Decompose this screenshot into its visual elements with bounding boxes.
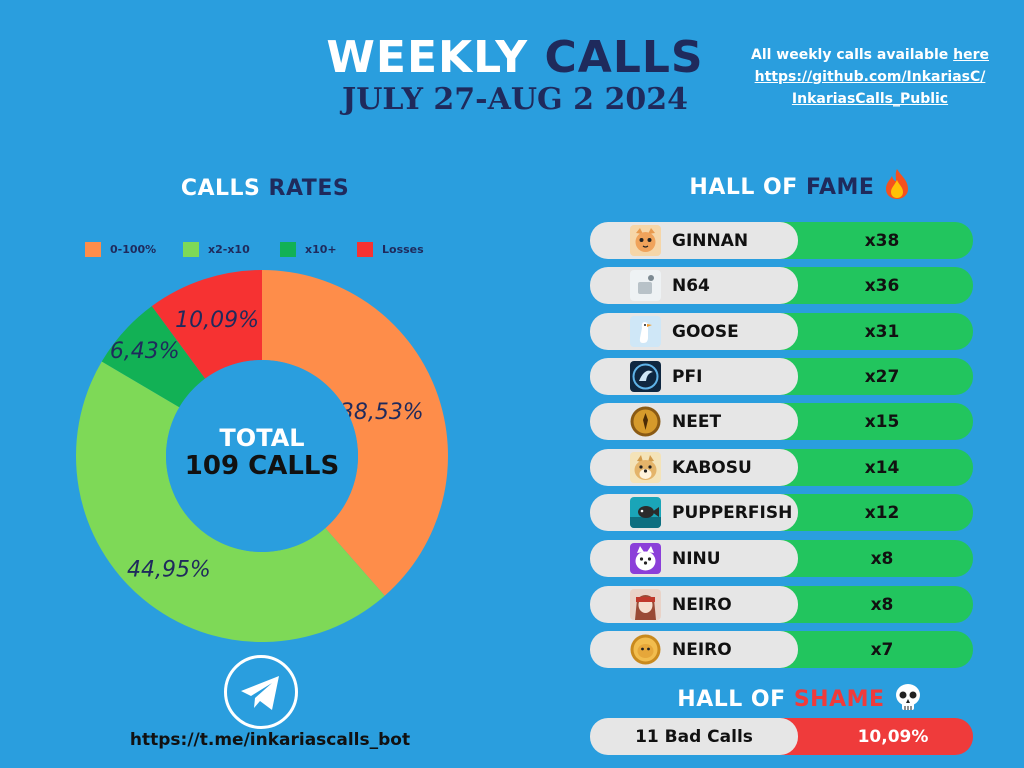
bad-calls-percent: 10,09% xyxy=(857,727,929,747)
fame-row: NEET x15 xyxy=(590,403,973,440)
fame-row: NEIRO x8 xyxy=(590,586,973,623)
donut-slice xyxy=(262,270,448,596)
center-calls-count: 109 CALLS xyxy=(185,451,339,481)
legend-label: Losses xyxy=(382,243,424,256)
token-name: NEIRO xyxy=(672,640,732,660)
token-pill xyxy=(590,313,798,350)
github-url-line2[interactable]: InkariasCalls_Public xyxy=(791,91,949,107)
donut-hole xyxy=(166,360,358,552)
title-weekly: WEEKLY xyxy=(326,32,529,83)
token-multiplier: x38 xyxy=(864,231,900,251)
github-url-line1[interactable]: https://github.com/InkariasC/ xyxy=(754,69,986,85)
pfi-icon xyxy=(630,361,661,392)
shame-label-pill xyxy=(590,718,798,755)
rates-title-part2: RATES xyxy=(268,176,350,201)
token-pill xyxy=(590,631,798,668)
token-multiplier: x31 xyxy=(864,322,900,342)
token-multiplier: x14 xyxy=(864,458,900,478)
token-pill xyxy=(590,449,798,486)
token-pill xyxy=(590,586,798,623)
shame-title-part1: HALL OF xyxy=(677,687,786,712)
neiro-anime-icon xyxy=(630,589,661,620)
token-name: GINNAN xyxy=(672,231,749,251)
pupperfish-icon xyxy=(630,497,661,528)
fame-row: N64 x36 xyxy=(590,267,973,304)
token-pill xyxy=(590,358,798,395)
center-total-label: TOTAL xyxy=(219,424,304,452)
bad-calls-count: 11 Bad Calls xyxy=(635,727,753,747)
token-multiplier: x36 xyxy=(864,276,900,296)
here-link[interactable]: here xyxy=(953,47,990,63)
token-pill xyxy=(590,267,798,304)
legend-swatch xyxy=(357,242,373,257)
telegram-icon xyxy=(241,676,279,710)
rates-title-part1: CALLS xyxy=(180,176,261,201)
hall-of-fame-title: HALL OF FAME xyxy=(640,168,960,200)
slice-label: 44,95% xyxy=(127,557,211,582)
ninu-dog-icon xyxy=(630,543,661,574)
neet-coin-icon xyxy=(630,406,661,437)
donut-slice xyxy=(76,361,385,642)
token-name: NEET xyxy=(672,412,722,432)
hall-of-shame-row: 11 Bad Calls 10,09% xyxy=(590,718,973,755)
slice-label: 10,09% xyxy=(175,308,259,333)
fame-row: GOOSE x31 xyxy=(590,313,973,350)
n64-icon xyxy=(630,270,661,301)
cat-icon xyxy=(630,225,661,256)
shame-title-part2: SHAME xyxy=(793,687,885,712)
hall-of-shame-title: HALL OF SHAME xyxy=(640,682,960,712)
token-name: GOOSE xyxy=(672,322,739,342)
donut-slice xyxy=(151,270,262,379)
title-calls: CALLS xyxy=(544,32,704,83)
token-multiplier: x12 xyxy=(864,503,900,523)
token-pill xyxy=(590,222,798,259)
github-note: All weekly calls available here https://… xyxy=(720,44,1020,110)
fame-row: KABOSU x14 xyxy=(590,449,973,486)
legend-swatch xyxy=(85,242,101,257)
token-name: NEIRO xyxy=(672,595,732,615)
token-multiplier: x7 xyxy=(870,640,894,660)
kabosu-doge-icon xyxy=(630,452,661,483)
token-name: PUPPERFISH xyxy=(672,503,793,523)
calls-rates-title: CALLS RATES xyxy=(110,176,420,201)
fame-row: NEIRO x7 xyxy=(590,631,973,668)
goose-icon xyxy=(630,316,661,347)
token-multiplier: x27 xyxy=(864,367,900,387)
token-multiplier: x15 xyxy=(864,412,900,432)
token-name: KABOSU xyxy=(672,458,752,478)
neiro-coin-icon xyxy=(630,634,661,665)
fame-title-part2: FAME xyxy=(805,175,875,200)
fire-icon xyxy=(885,169,908,199)
telegram-button[interactable] xyxy=(224,655,298,729)
legend-label: x10+ xyxy=(305,243,337,256)
token-pill xyxy=(590,540,798,577)
chart-legend: 0-100% x2-x10 x10+ Losses xyxy=(85,240,485,260)
fame-title-part1: HALL OF xyxy=(689,175,798,200)
token-name: NINU xyxy=(672,549,721,569)
fame-row: PUPPERFISH x12 xyxy=(590,494,973,531)
skull-icon xyxy=(895,684,920,710)
legend-label: 0-100% xyxy=(110,243,157,256)
fame-row: GINNAN x38 xyxy=(590,222,973,259)
fame-row: NINU x8 xyxy=(590,540,973,577)
bot-link[interactable]: https://t.me/inkariascalls_bot xyxy=(129,730,411,750)
token-multiplier: x8 xyxy=(870,595,894,615)
date-range: JULY 27-AUG 2 2024 xyxy=(342,82,688,117)
fame-row: PFI x27 xyxy=(590,358,973,395)
token-name: N64 xyxy=(672,276,710,296)
calls-donut-chart: 38,53% 44,95% 6,43% 10,09% TOTAL 109 CALLS xyxy=(76,270,448,642)
token-pill xyxy=(590,494,798,531)
donut-slice xyxy=(101,306,206,408)
legend-swatch xyxy=(183,242,199,257)
page-title: WEEKLY CALLS xyxy=(270,34,760,82)
note-prefix: All weekly calls available xyxy=(750,47,949,63)
legend-label: x2-x10 xyxy=(208,243,250,256)
slice-label: 38,53% xyxy=(340,400,424,425)
token-name: PFI xyxy=(672,367,703,387)
token-pill xyxy=(590,403,798,440)
token-multiplier: x8 xyxy=(870,549,894,569)
slice-label: 6,43% xyxy=(110,339,180,364)
legend-swatch xyxy=(280,242,296,257)
